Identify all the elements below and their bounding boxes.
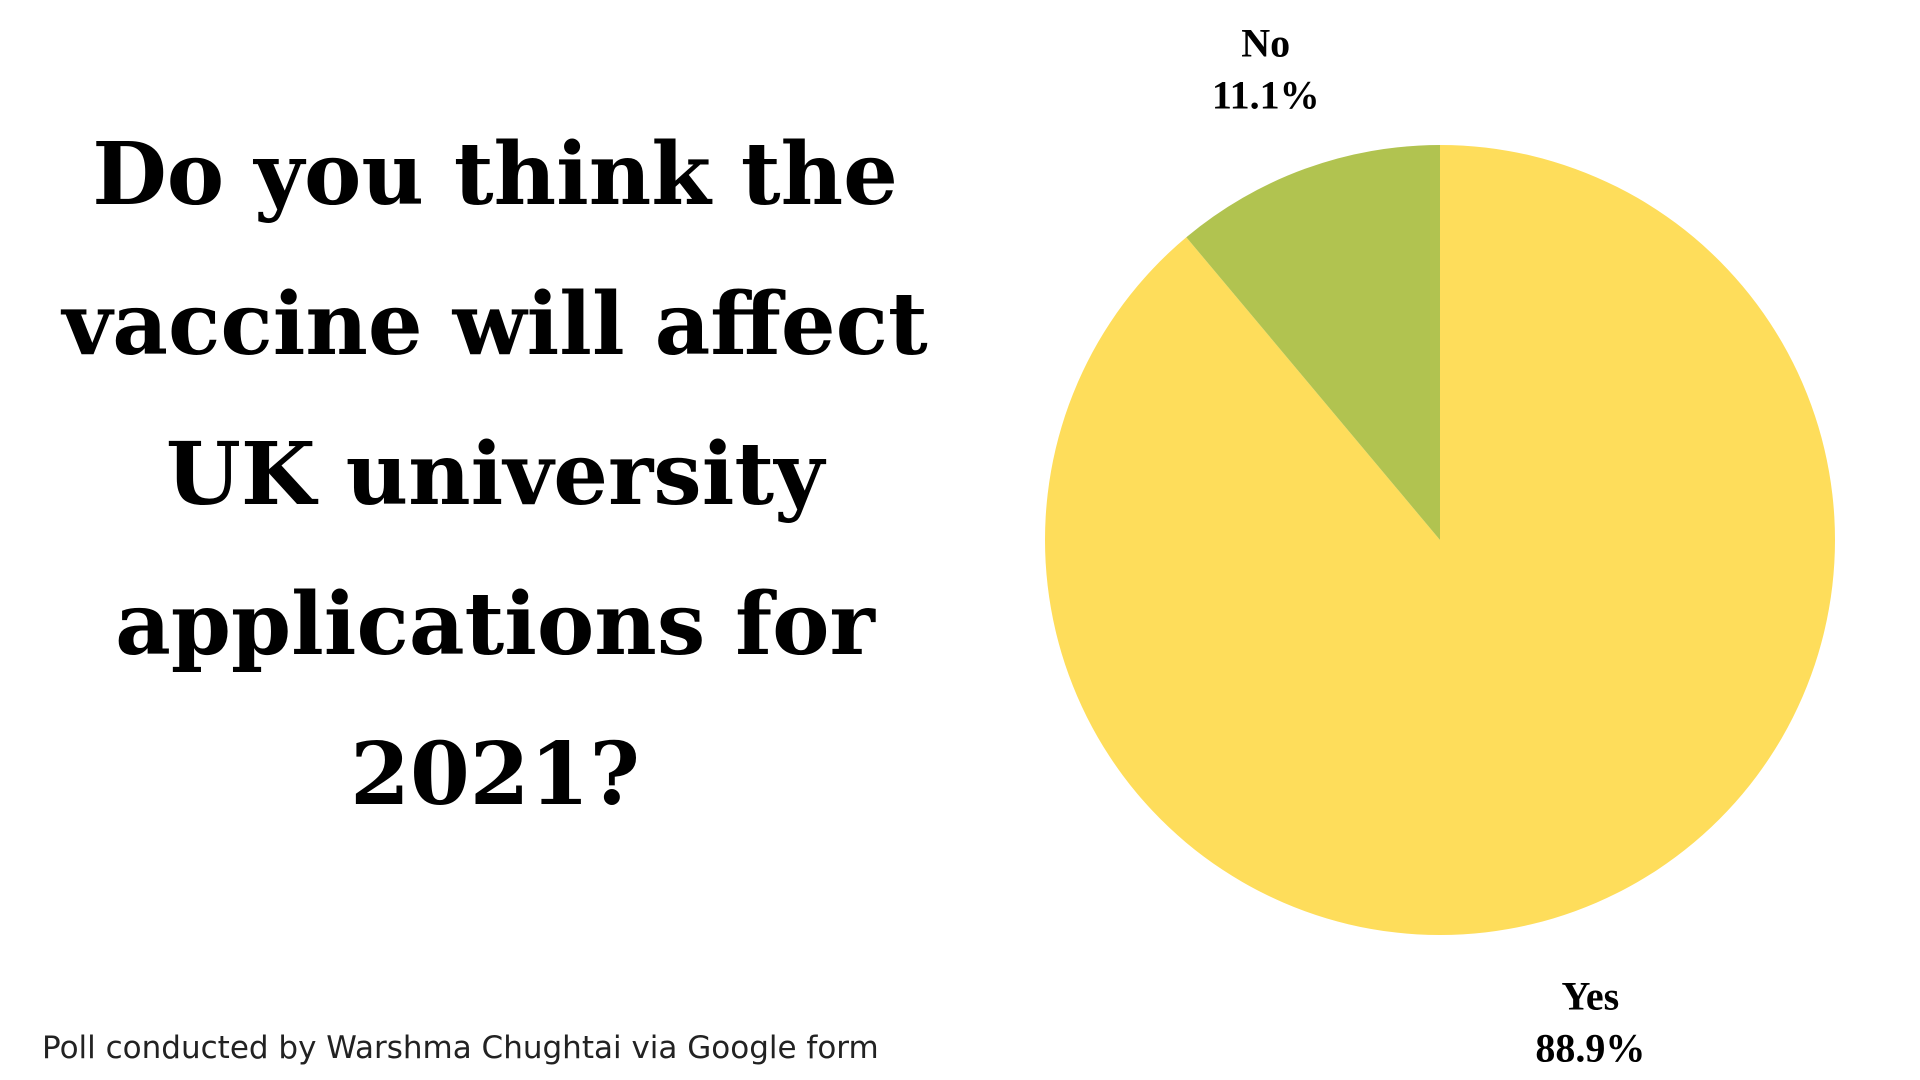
pie-labels: Yes 88.9% No 11.1% xyxy=(1212,21,1646,1071)
poll-source-footnote: Poll conducted by Warshma Chughtai via G… xyxy=(42,1030,879,1066)
pie-label-no: No xyxy=(1241,21,1290,66)
pie-slice-no xyxy=(1186,145,1440,540)
pie-label-yes: Yes xyxy=(1561,974,1619,1019)
pie-value-label-yes: 88.9% xyxy=(1535,1026,1645,1071)
pie-slices xyxy=(1045,145,1835,935)
pie-value-label-no: 11.1% xyxy=(1212,73,1320,118)
poll-question-title: Do you think the vaccine will affect UK … xyxy=(62,124,928,825)
